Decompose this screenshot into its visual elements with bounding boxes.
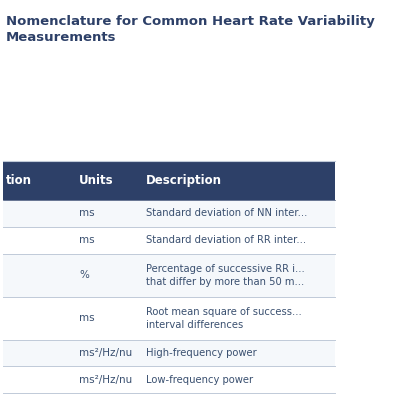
Text: Standard deviation of NN inter...: Standard deviation of NN inter... bbox=[146, 208, 307, 218]
Text: tion: tion bbox=[6, 174, 32, 187]
Text: Nomenclature for Common Heart Rate Va⁠riability
Measurements: Nomenclature for Common Heart Rate Va⁠ri… bbox=[6, 15, 375, 44]
FancyBboxPatch shape bbox=[3, 254, 335, 297]
Text: High-frequency power: High-frequency power bbox=[146, 348, 256, 358]
FancyBboxPatch shape bbox=[3, 160, 335, 200]
Text: Description: Description bbox=[146, 174, 222, 187]
FancyBboxPatch shape bbox=[3, 340, 335, 366]
Text: ms²/Hz/nu: ms²/Hz/nu bbox=[79, 348, 132, 358]
FancyBboxPatch shape bbox=[3, 297, 335, 340]
FancyBboxPatch shape bbox=[3, 200, 335, 227]
Text: Standard deviation of RR inter...: Standard deviation of RR inter... bbox=[146, 235, 306, 245]
Text: Units: Units bbox=[79, 174, 114, 187]
Text: Percentage of successive RR i...
that differ by more than 50 m...: Percentage of successive RR i... that di… bbox=[146, 264, 304, 286]
FancyBboxPatch shape bbox=[3, 227, 335, 254]
Text: ms: ms bbox=[79, 208, 95, 218]
Text: ms: ms bbox=[79, 235, 95, 245]
Text: ms²/Hz/nu: ms²/Hz/nu bbox=[79, 375, 132, 385]
FancyBboxPatch shape bbox=[3, 366, 335, 393]
Text: Root mean square of success...
interval differences: Root mean square of success... interval … bbox=[146, 307, 302, 330]
Text: ms: ms bbox=[79, 313, 95, 323]
Text: Low-frequency power: Low-frequency power bbox=[146, 375, 253, 385]
Text: %: % bbox=[79, 270, 89, 280]
